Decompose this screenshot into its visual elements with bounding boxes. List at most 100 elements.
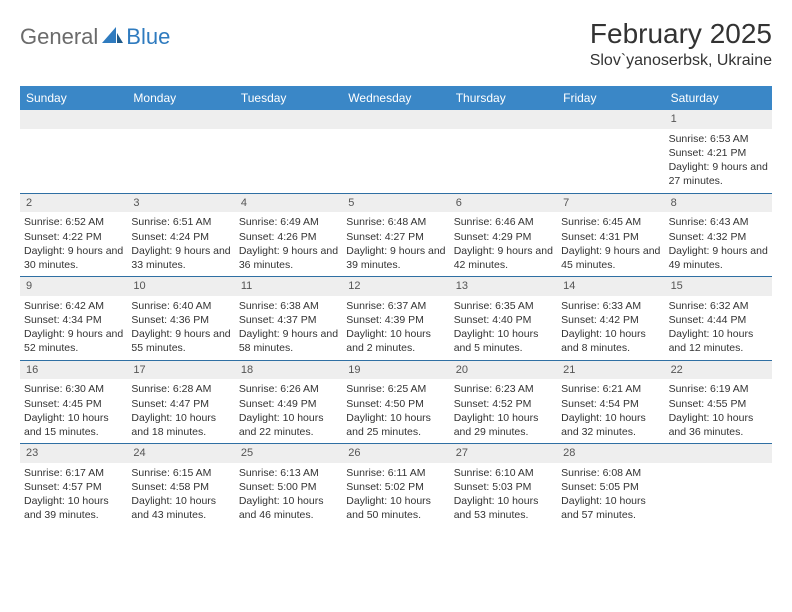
day-info-line: Sunrise: 6:23 AM bbox=[454, 382, 553, 396]
day-info-line: Sunset: 4:36 PM bbox=[131, 313, 230, 327]
day-number bbox=[20, 110, 127, 129]
day-number: 23 bbox=[20, 444, 127, 463]
day-info-line: Daylight: 10 hours and 57 minutes. bbox=[561, 494, 660, 522]
day-info-line: Sunrise: 6:28 AM bbox=[131, 382, 230, 396]
day-cell bbox=[342, 110, 449, 193]
logo-text-general: General bbox=[20, 24, 98, 50]
day-cell: 3Sunrise: 6:51 AMSunset: 4:24 PMDaylight… bbox=[127, 194, 234, 277]
day-number: 8 bbox=[665, 194, 772, 213]
day-info-line: Sunset: 5:00 PM bbox=[239, 480, 338, 494]
week-row: 2Sunrise: 6:52 AMSunset: 4:22 PMDaylight… bbox=[20, 193, 772, 277]
day-info-line: Sunset: 4:44 PM bbox=[669, 313, 768, 327]
day-info-line: Sunset: 4:37 PM bbox=[239, 313, 338, 327]
day-info-line: Sunset: 4:42 PM bbox=[561, 313, 660, 327]
day-cell: 24Sunrise: 6:15 AMSunset: 4:58 PMDayligh… bbox=[127, 444, 234, 527]
day-info-line: Sunrise: 6:53 AM bbox=[669, 132, 768, 146]
day-info-line: Daylight: 9 hours and 55 minutes. bbox=[131, 327, 230, 355]
day-info-line: Sunrise: 6:51 AM bbox=[131, 215, 230, 229]
day-info-line: Daylight: 9 hours and 33 minutes. bbox=[131, 244, 230, 272]
day-info-line: Daylight: 10 hours and 29 minutes. bbox=[454, 411, 553, 439]
day-info-line: Daylight: 10 hours and 15 minutes. bbox=[24, 411, 123, 439]
day-number: 18 bbox=[235, 361, 342, 380]
day-number: 21 bbox=[557, 361, 664, 380]
day-info-line: Sunrise: 6:42 AM bbox=[24, 299, 123, 313]
day-info-line: Sunset: 4:57 PM bbox=[24, 480, 123, 494]
day-cell: 16 Sunrise: 6:30 AMSunset: 4:45 PMDayligh… bbox=[20, 361, 127, 444]
day-number bbox=[235, 110, 342, 129]
day-info-line: Daylight: 9 hours and 30 minutes. bbox=[24, 244, 123, 272]
day-info-line: Sunset: 4:39 PM bbox=[346, 313, 445, 327]
day-info-line: Sunset: 4:45 PM bbox=[24, 397, 123, 411]
day-info-line: Daylight: 10 hours and 8 minutes. bbox=[561, 327, 660, 355]
weekday-wednesday: Wednesday bbox=[342, 86, 449, 110]
day-number: 5 bbox=[342, 194, 449, 213]
day-info-line: Daylight: 9 hours and 45 minutes. bbox=[561, 244, 660, 272]
day-number: 28 bbox=[557, 444, 664, 463]
day-info-line: Sunset: 5:03 PM bbox=[454, 480, 553, 494]
weekday-thursday: Thursday bbox=[450, 86, 557, 110]
weekday-friday: Friday bbox=[557, 86, 664, 110]
title-block: February 2025 Slov`yanoserbsk, Ukraine bbox=[590, 18, 772, 70]
day-number: 4 bbox=[235, 194, 342, 213]
day-cell: 18Sunrise: 6:26 AMSunset: 4:49 PMDayligh… bbox=[235, 361, 342, 444]
day-cell bbox=[450, 110, 557, 193]
day-cell: 14Sunrise: 6:33 AMSunset: 4:42 PMDayligh… bbox=[557, 277, 664, 360]
day-number: 6 bbox=[450, 194, 557, 213]
day-number: 2 bbox=[20, 194, 127, 213]
day-number bbox=[450, 110, 557, 129]
day-info-line: Sunrise: 6:40 AM bbox=[131, 299, 230, 313]
day-info-line: Sunset: 4:52 PM bbox=[454, 397, 553, 411]
day-info-line: Sunrise: 6:19 AM bbox=[669, 382, 768, 396]
day-cell: 26Sunrise: 6:11 AMSunset: 5:02 PMDayligh… bbox=[342, 444, 449, 527]
day-cell: 22 Sunrise: 6:19 AMSunset: 4:55 PMDayligh… bbox=[665, 361, 772, 444]
day-info-line: Sunset: 4:34 PM bbox=[24, 313, 123, 327]
day-info-line: Daylight: 10 hours and 12 minutes. bbox=[669, 327, 768, 355]
day-cell: 19Sunrise: 6:25 AMSunset: 4:50 PMDayligh… bbox=[342, 361, 449, 444]
day-cell: 23Sunrise: 6:17 AMSunset: 4:57 PMDayligh… bbox=[20, 444, 127, 527]
day-cell: 6Sunrise: 6:46 AMSunset: 4:29 PMDaylight… bbox=[450, 194, 557, 277]
day-cell: 13Sunrise: 6:35 AMSunset: 4:40 PMDayligh… bbox=[450, 277, 557, 360]
day-info-line: Daylight: 10 hours and 22 minutes. bbox=[239, 411, 338, 439]
day-info-line: Sunrise: 6:45 AM bbox=[561, 215, 660, 229]
week-row: 1Sunrise: 6:53 AMSunset: 4:21 PMDaylight… bbox=[20, 110, 772, 193]
day-info-line: Sunrise: 6:30 AM bbox=[24, 382, 123, 396]
day-info-line: Daylight: 9 hours and 52 minutes. bbox=[24, 327, 123, 355]
day-info-line: Sunrise: 6:10 AM bbox=[454, 466, 553, 480]
day-number: 10 bbox=[127, 277, 234, 296]
day-info-line: Sunset: 4:26 PM bbox=[239, 230, 338, 244]
day-info-line: Daylight: 10 hours and 50 minutes. bbox=[346, 494, 445, 522]
day-info-line: Daylight: 10 hours and 18 minutes. bbox=[131, 411, 230, 439]
day-info-line: Daylight: 10 hours and 36 minutes. bbox=[669, 411, 768, 439]
day-number bbox=[342, 110, 449, 129]
day-info-line: Daylight: 9 hours and 42 minutes. bbox=[454, 244, 553, 272]
day-info-line: Sunset: 4:58 PM bbox=[131, 480, 230, 494]
day-info-line: Sunset: 5:05 PM bbox=[561, 480, 660, 494]
day-info-line: Sunset: 4:29 PM bbox=[454, 230, 553, 244]
day-cell: 2Sunrise: 6:52 AMSunset: 4:22 PMDaylight… bbox=[20, 194, 127, 277]
day-info-line: Daylight: 10 hours and 43 minutes. bbox=[131, 494, 230, 522]
day-cell: 5Sunrise: 6:48 AMSunset: 4:27 PMDaylight… bbox=[342, 194, 449, 277]
day-info-line: Daylight: 9 hours and 49 minutes. bbox=[669, 244, 768, 272]
weekday-header-row: Sunday Monday Tuesday Wednesday Thursday… bbox=[20, 86, 772, 110]
day-info-line: Sunset: 4:50 PM bbox=[346, 397, 445, 411]
day-info-line: Sunrise: 6:48 AM bbox=[346, 215, 445, 229]
day-number bbox=[665, 444, 772, 463]
day-info-line: Sunset: 4:54 PM bbox=[561, 397, 660, 411]
day-cell: 17Sunrise: 6:28 AMSunset: 4:47 PMDayligh… bbox=[127, 361, 234, 444]
day-info-line: Sunset: 5:02 PM bbox=[346, 480, 445, 494]
day-cell: 28Sunrise: 6:08 AMSunset: 5:05 PMDayligh… bbox=[557, 444, 664, 527]
day-cell: 12Sunrise: 6:37 AMSunset: 4:39 PMDayligh… bbox=[342, 277, 449, 360]
logo: General Blue bbox=[20, 18, 170, 50]
week-row: 23Sunrise: 6:17 AMSunset: 4:57 PMDayligh… bbox=[20, 443, 772, 527]
day-number: 22 bbox=[665, 361, 772, 380]
day-info-line: Sunrise: 6:35 AM bbox=[454, 299, 553, 313]
day-info-line: Sunset: 4:32 PM bbox=[669, 230, 768, 244]
day-info-line: Sunset: 4:55 PM bbox=[669, 397, 768, 411]
day-number: 16 bbox=[20, 361, 127, 380]
day-cell: 21Sunrise: 6:21 AMSunset: 4:54 PMDayligh… bbox=[557, 361, 664, 444]
day-info-line: Sunset: 4:31 PM bbox=[561, 230, 660, 244]
weeks-container: 1Sunrise: 6:53 AMSunset: 4:21 PMDaylight… bbox=[20, 110, 772, 527]
day-info-line: Sunrise: 6:25 AM bbox=[346, 382, 445, 396]
day-number: 15 bbox=[665, 277, 772, 296]
day-number bbox=[557, 110, 664, 129]
